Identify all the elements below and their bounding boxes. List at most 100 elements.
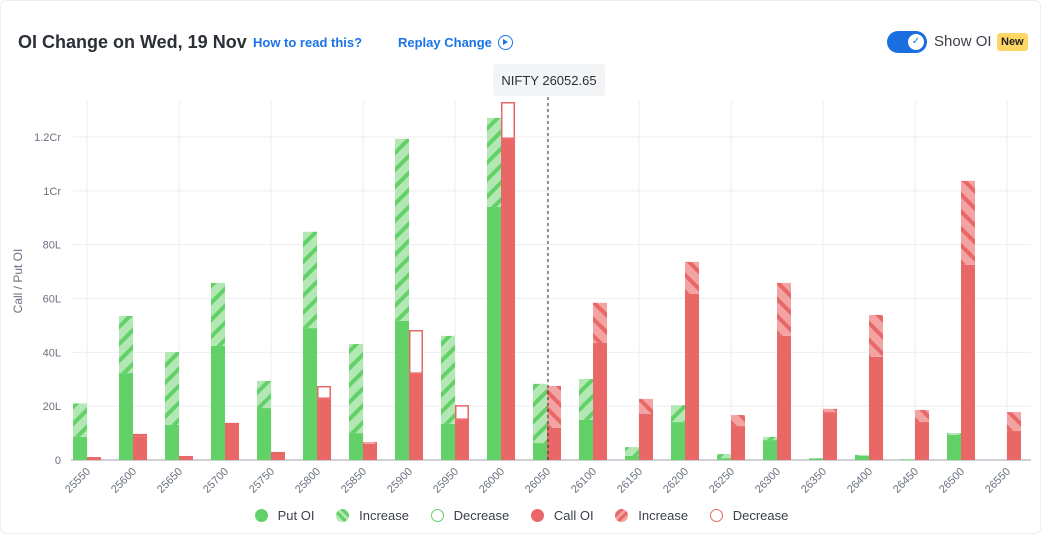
legend-label: Increase [359,508,409,523]
y-tick-label: 1.2Cr [34,132,61,144]
call-increase-bar [1007,412,1021,431]
call-oi-bar [1007,430,1021,460]
put-increase-bar [533,383,547,444]
put-oi-bar [579,419,593,460]
put-increase-bar [211,282,225,346]
legend-put-oi[interactable]: Put OI [254,508,315,523]
call-increase-bar [777,282,791,336]
put-oi-bar [257,408,271,460]
spot-tooltip [493,64,605,96]
y-tick-label: 80L [43,240,61,252]
put-increase-bar [671,405,685,423]
x-tick-label: 25800 [293,466,323,496]
call-oi-bar [271,451,285,460]
call-decrease-bar [501,102,515,139]
how-to-read-link[interactable]: How to read this? [253,35,363,50]
put-oi-bar [625,455,639,460]
call-oi-bar [823,412,837,460]
show-oi-toggle[interactable]: ✓ [887,31,927,53]
x-tick-label: 25750 [247,466,277,496]
put-oi-bar [809,458,823,460]
call-decrease-bar [133,433,147,437]
legend-call-increase[interactable]: Increase [615,508,688,523]
put-oi-swatch [254,509,268,522]
put-oi-bar [395,320,409,460]
put-increase-bar [349,343,363,434]
chart-legend: Put OI Increase Decrease Call OI Increas… [1,508,1040,525]
new-badge: New [997,33,1028,51]
call-oi-bar [685,293,699,460]
call-increase-swatch [615,509,629,522]
legend-label: Increase [638,508,689,523]
y-tick-label: 0 [55,455,61,467]
x-tick-label: 26300 [753,466,783,496]
put-increase-bar [763,436,777,441]
call-increase-bar [869,314,883,357]
call-oi-bar [593,342,607,460]
legend-put-decrease[interactable]: Decrease [430,508,510,523]
put-increase-bar [717,454,731,459]
replay-change-button[interactable]: Replay Change [398,35,513,50]
x-tick-label: 26100 [569,466,599,496]
legend-put-increase[interactable]: Increase [336,508,409,523]
call-oi-bar [639,413,653,460]
legend-call-oi[interactable]: Call OI [530,508,594,523]
call-oi-bar [731,426,745,460]
call-decrease-bar [317,385,331,399]
put-increase-bar [303,231,317,329]
x-tick-label: 26200 [661,466,691,496]
y-tick-label: 40L [43,347,61,359]
legend-label: Decrease [453,508,510,523]
put-increase-bar [855,454,869,456]
call-increase-bar [363,441,377,444]
put-oi-bar [763,440,777,460]
x-tick-label: 25600 [109,466,139,496]
put-increase-bar [119,315,133,374]
call-oi-bar [363,443,377,460]
put-increase-bar [73,403,87,437]
legend-call-decrease[interactable]: Decrease [709,508,789,523]
call-increase-bar [639,398,653,414]
legend-label: Decrease [732,508,789,523]
call-increase-bar [547,385,561,428]
put-oi-bar [533,443,547,460]
x-tick-label: 26250 [707,466,737,496]
x-tick-label: 26400 [845,466,875,496]
put-oi-bar [349,433,363,460]
legend-label: Put OI [277,508,315,523]
x-tick-label: 25900 [385,466,415,496]
call-increase-bar [823,408,837,413]
put-decrease-swatch [430,509,444,522]
put-oi-bar [441,423,455,460]
x-tick-label: 26150 [615,466,645,496]
call-increase-bar [915,409,929,423]
call-oi-bar [501,138,515,461]
y-tick-label: 20L [43,401,61,413]
call-increase-bar [961,180,975,265]
replay-label: Replay Change [398,35,492,50]
call-oi-bar [409,373,423,460]
x-tick-label: 26500 [937,466,967,496]
put-increase-bar [579,378,593,420]
call-increase-bar [593,302,607,343]
show-oi-label: Show OI [934,33,992,50]
put-oi-bar [717,458,731,460]
call-oi-bar [961,264,975,460]
x-tick-label: 25850 [339,466,369,496]
put-oi-bar [73,436,87,460]
call-oi-swatch [530,509,544,522]
x-tick-label: 26450 [891,466,921,496]
call-oi-bar [179,455,193,460]
call-oi-bar [915,422,929,460]
put-oi-bar [303,328,317,460]
put-oi-bar [211,345,225,460]
put-increase-bar [809,458,823,459]
call-decrease-bar [455,405,469,420]
put-oi-bar [901,459,915,460]
spot-label: NIFTY 26052.65 [501,73,596,88]
x-tick-label: 25550 [63,466,93,496]
x-tick-label: 26350 [799,466,829,496]
call-oi-bar [133,436,147,460]
